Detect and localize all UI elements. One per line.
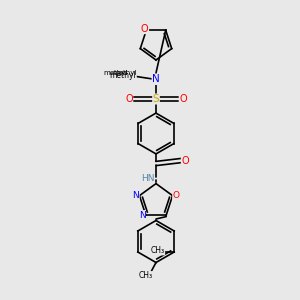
Text: methyl: methyl [110, 71, 136, 80]
Text: O: O [181, 155, 189, 166]
Text: N: N [139, 211, 146, 220]
Text: CH₃: CH₃ [151, 246, 165, 255]
Text: S: S [153, 94, 159, 104]
Text: methyl: methyl [112, 70, 137, 76]
Text: O: O [141, 24, 148, 34]
Text: O: O [172, 191, 180, 200]
Text: N: N [152, 74, 160, 85]
Text: methyl: methyl [103, 70, 128, 76]
Text: HN: HN [141, 174, 154, 183]
Text: CH₃: CH₃ [138, 272, 153, 280]
Text: N: N [133, 191, 139, 200]
Text: O: O [179, 94, 187, 104]
Text: O: O [125, 94, 133, 104]
